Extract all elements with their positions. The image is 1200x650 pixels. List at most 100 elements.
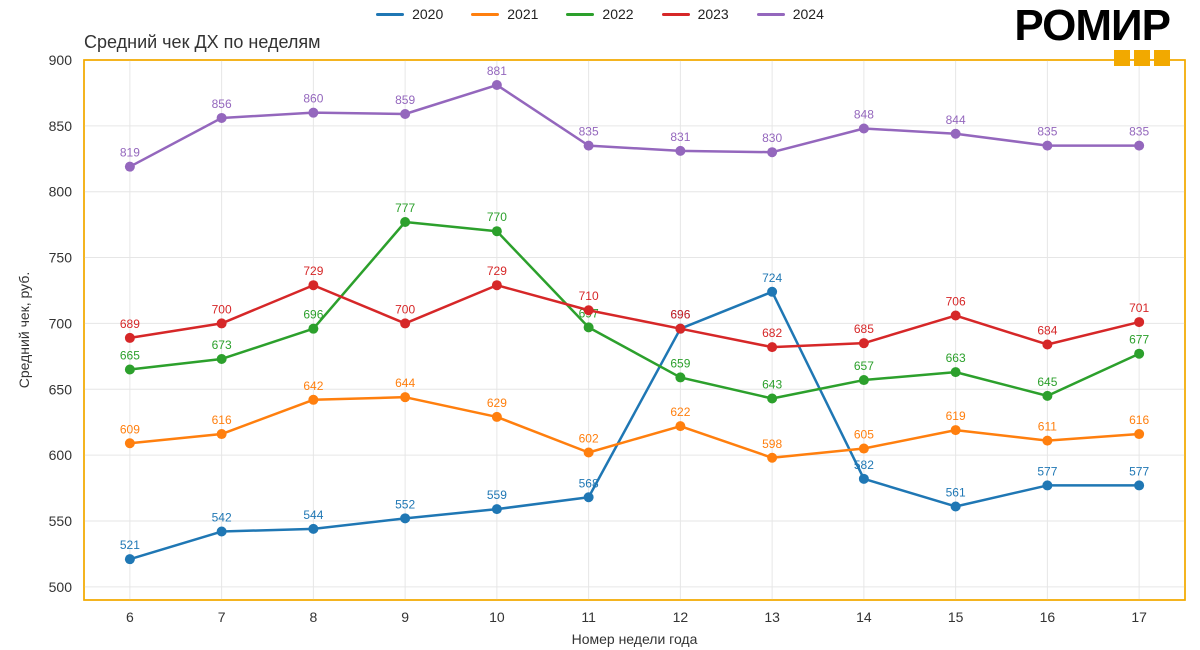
legend-label: 2024 (793, 6, 824, 22)
svg-text:701: 701 (1129, 301, 1149, 315)
svg-text:750: 750 (49, 250, 73, 266)
svg-text:860: 860 (303, 92, 323, 106)
svg-text:16: 16 (1040, 609, 1056, 625)
svg-text:663: 663 (946, 351, 966, 365)
brand-logo-text: РОМИР (1014, 6, 1170, 46)
legend-swatch (757, 13, 785, 16)
svg-text:11: 11 (581, 609, 596, 625)
svg-text:17: 17 (1131, 609, 1147, 625)
svg-text:800: 800 (49, 184, 73, 200)
svg-text:696: 696 (670, 308, 690, 322)
svg-text:777: 777 (395, 201, 415, 215)
svg-text:609: 609 (120, 422, 140, 436)
legend-label: 2020 (412, 6, 443, 22)
legend-item: 2021 (471, 6, 538, 22)
legend-swatch (662, 13, 690, 16)
svg-text:848: 848 (854, 107, 874, 121)
svg-text:650: 650 (49, 381, 73, 397)
svg-text:14: 14 (856, 609, 872, 625)
svg-text:7: 7 (218, 609, 226, 625)
brand-square (1134, 50, 1150, 66)
svg-text:10: 10 (489, 609, 505, 625)
svg-text:682: 682 (762, 326, 782, 340)
svg-text:500: 500 (49, 579, 73, 595)
svg-text:622: 622 (670, 405, 690, 419)
svg-text:696: 696 (303, 308, 323, 322)
svg-text:673: 673 (212, 338, 232, 352)
legend-swatch (471, 13, 499, 16)
svg-text:685: 685 (854, 322, 874, 336)
svg-text:643: 643 (762, 377, 782, 391)
svg-text:835: 835 (579, 125, 599, 139)
legend-item: 2022 (566, 6, 633, 22)
svg-text:642: 642 (303, 379, 323, 393)
svg-text:645: 645 (1037, 375, 1057, 389)
svg-text:552: 552 (395, 497, 415, 511)
svg-text:835: 835 (1037, 125, 1057, 139)
svg-text:831: 831 (670, 130, 690, 144)
svg-text:665: 665 (120, 349, 140, 363)
legend-label: 2022 (602, 6, 633, 22)
svg-text:644: 644 (395, 376, 415, 390)
svg-text:700: 700 (212, 302, 232, 316)
svg-text:657: 657 (854, 359, 874, 373)
svg-text:544: 544 (303, 508, 323, 522)
svg-text:577: 577 (1129, 464, 1149, 478)
svg-text:700: 700 (49, 315, 73, 331)
svg-text:8: 8 (309, 609, 317, 625)
legend-item: 2023 (662, 6, 729, 22)
svg-text:819: 819 (120, 146, 140, 160)
svg-text:12: 12 (673, 609, 689, 625)
svg-text:611: 611 (1038, 420, 1057, 434)
svg-text:Номер недели года: Номер недели года (572, 631, 698, 647)
brand-square (1114, 50, 1130, 66)
svg-text:659: 659 (670, 356, 690, 370)
chart-title: Средний чек ДХ по неделям (84, 32, 321, 53)
brand-logo-squares (1014, 50, 1170, 66)
svg-text:598: 598 (762, 437, 782, 451)
line-chart: 500 550 600 650 700 750 800 850 900 6 7 8 9 10 11 12 13 1… (0, 0, 1200, 650)
svg-text:6: 6 (126, 609, 134, 625)
svg-text:724: 724 (762, 271, 782, 285)
svg-text:830: 830 (762, 131, 782, 145)
svg-text:844: 844 (946, 113, 966, 127)
svg-text:859: 859 (395, 93, 415, 107)
svg-text:629: 629 (487, 396, 507, 410)
svg-text:542: 542 (212, 511, 232, 525)
svg-text:559: 559 (487, 488, 507, 502)
svg-text:13: 13 (764, 609, 780, 625)
svg-text:689: 689 (120, 317, 140, 331)
svg-text:521: 521 (120, 538, 140, 552)
svg-text:Средний чек, руб.: Средний чек, руб. (16, 272, 32, 388)
svg-text:616: 616 (1129, 413, 1149, 427)
svg-text:770: 770 (487, 210, 507, 224)
svg-text:600: 600 (49, 447, 73, 463)
svg-text:605: 605 (854, 428, 874, 442)
svg-text:700: 700 (395, 302, 415, 316)
svg-text:561: 561 (946, 485, 966, 499)
brand-square (1154, 50, 1170, 66)
svg-text:568: 568 (579, 476, 599, 490)
svg-text:729: 729 (303, 264, 323, 278)
svg-text:550: 550 (49, 513, 73, 529)
svg-text:684: 684 (1037, 323, 1057, 337)
svg-text:602: 602 (579, 431, 599, 445)
svg-text:850: 850 (49, 118, 73, 134)
svg-text:582: 582 (854, 458, 874, 472)
svg-text:900: 900 (49, 52, 73, 68)
brand-logo: РОМИР (1014, 6, 1170, 66)
svg-text:15: 15 (948, 609, 964, 625)
legend-label: 2023 (698, 6, 729, 22)
svg-text:577: 577 (1037, 464, 1057, 478)
svg-text:616: 616 (212, 413, 232, 427)
legend-label: 2021 (507, 6, 538, 22)
legend-item: 2024 (757, 6, 824, 22)
svg-text:710: 710 (579, 289, 599, 303)
legend-swatch (376, 13, 404, 16)
legend-item: 2020 (376, 6, 443, 22)
svg-text:706: 706 (946, 295, 966, 309)
legend-swatch (566, 13, 594, 16)
svg-text:856: 856 (212, 97, 232, 111)
svg-text:729: 729 (487, 264, 507, 278)
svg-text:9: 9 (401, 609, 409, 625)
